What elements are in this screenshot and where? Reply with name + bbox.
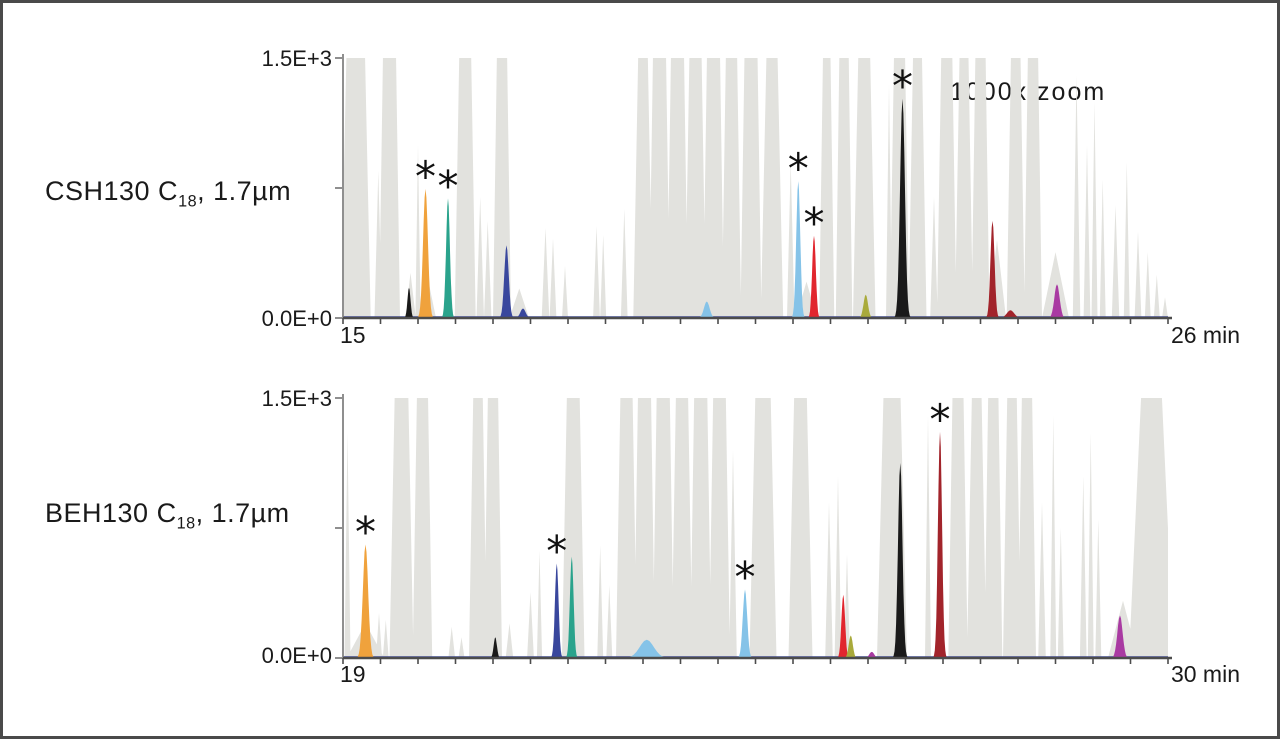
peak-maroon bbox=[985, 220, 1000, 318]
column-label-subscript: 18 bbox=[176, 514, 196, 533]
peak-olive bbox=[843, 635, 859, 658]
background-trace bbox=[344, 398, 1168, 658]
peak-red bbox=[836, 594, 850, 658]
peak-black bbox=[892, 463, 909, 658]
peak-purple bbox=[1110, 615, 1130, 658]
peak-orange bbox=[416, 188, 435, 318]
peak-red bbox=[807, 235, 821, 318]
peak-purple bbox=[1047, 284, 1067, 318]
peak-black bbox=[403, 287, 415, 318]
column-label-subscript: 18 bbox=[178, 192, 198, 211]
peak-navy bbox=[498, 245, 515, 318]
column-label-text: CSH130 C bbox=[45, 176, 179, 206]
asterisk-marker: * bbox=[892, 62, 913, 111]
peak-teal bbox=[565, 556, 579, 658]
column-label-text: BEH130 C bbox=[45, 498, 177, 528]
peak-orange bbox=[355, 544, 376, 658]
peak-sky bbox=[736, 589, 754, 658]
asterisk-marker: * bbox=[415, 152, 436, 201]
peak-black bbox=[893, 98, 912, 318]
peak-olive bbox=[857, 294, 874, 318]
asterisk-marker: * bbox=[355, 507, 376, 556]
asterisk-marker: * bbox=[930, 395, 951, 444]
peak-navy bbox=[513, 308, 533, 318]
asterisk-marker: * bbox=[804, 199, 825, 248]
column-label-csh130: CSH130 C18, 1.7µm bbox=[45, 176, 291, 211]
peak-purple bbox=[862, 651, 881, 658]
asterisk-marker: * bbox=[735, 553, 756, 602]
x-axis-start-label-top-chart: 15 bbox=[340, 322, 366, 348]
background-trace bbox=[343, 58, 1168, 318]
peak-sky bbox=[696, 301, 718, 318]
chromatogram-csh130: * * *** bbox=[335, 54, 1172, 324]
x-axis-end-label-top-chart: 26 min bbox=[1170, 322, 1240, 348]
peak-navy bbox=[550, 563, 564, 658]
asterisk-marker: * bbox=[546, 527, 567, 576]
asterisk-marker: * bbox=[438, 161, 459, 210]
asterisk-marker: * bbox=[788, 144, 809, 193]
chromatogram-beh130: * * * * bbox=[335, 394, 1172, 664]
peak-sky bbox=[790, 181, 806, 318]
peak-maroon bbox=[932, 431, 948, 658]
x-axis-end-label-bottom-chart: 30 min bbox=[1170, 661, 1240, 687]
x-axis-start-label-bottom-chart: 19 bbox=[340, 661, 366, 687]
y-axis-max-label-bottom-chart: 1.5E+3 bbox=[261, 386, 332, 411]
column-label-suffix: , 1.7µm bbox=[197, 176, 292, 206]
peak-black bbox=[489, 637, 502, 658]
y-axis-max-label-top-chart: 1.5E+3 bbox=[261, 46, 332, 71]
column-label-suffix: , 1.7µm bbox=[195, 498, 290, 528]
peak-sky bbox=[620, 639, 673, 658]
peak-teal bbox=[440, 198, 456, 318]
peak-maroon bbox=[997, 310, 1024, 318]
y-axis-min-label-top-chart: 0.0E+0 bbox=[261, 306, 332, 331]
column-label-beh130: BEH130 C18, 1.7µm bbox=[45, 498, 290, 533]
y-axis-min-label-bottom-chart: 0.0E+0 bbox=[261, 643, 332, 668]
